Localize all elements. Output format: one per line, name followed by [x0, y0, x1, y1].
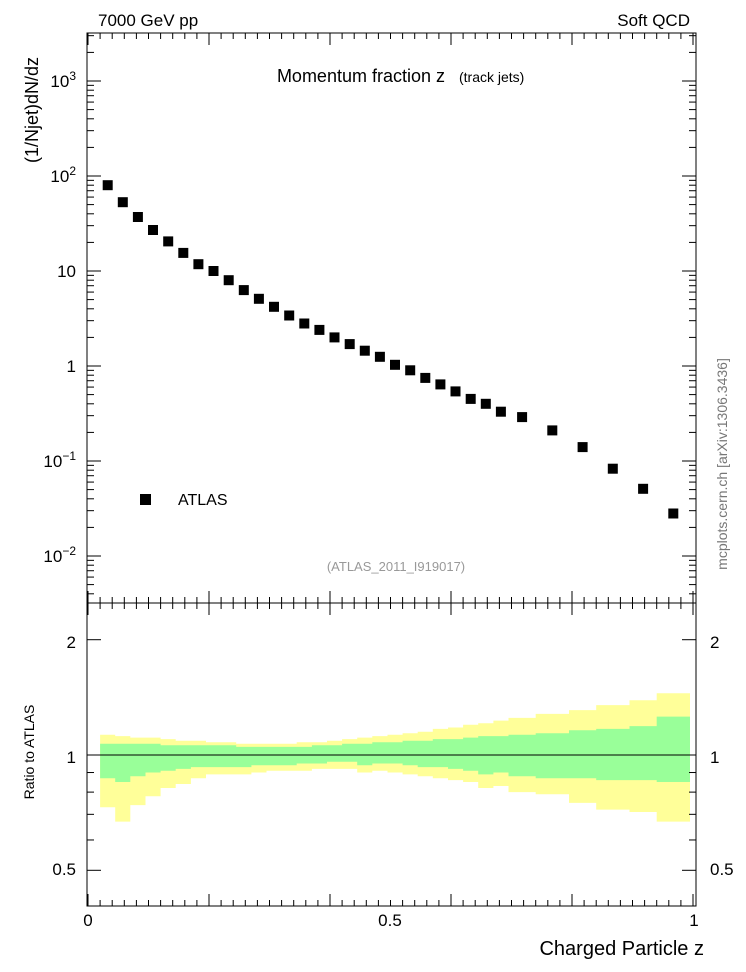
watermark: mcplots.cern.ch [arXiv:1306.3436]: [714, 358, 730, 570]
ratio-ytick-label-right-0.5: 0.5: [710, 860, 734, 879]
data-point: [517, 412, 528, 423]
ratio-y-label: Ratio to ATLAS: [21, 705, 37, 800]
data-point: [193, 259, 204, 270]
ratio-ytick-label-2: 2: [67, 633, 76, 652]
data-point: [374, 351, 385, 362]
data-point: [480, 398, 491, 409]
ratio-plot-frame: [86, 602, 697, 907]
ratio-bands: [100, 693, 691, 822]
legend-marker: [140, 494, 151, 505]
ratio-ytick-label-right-1: 1: [710, 748, 719, 767]
data-point: [359, 345, 370, 356]
ratio-inner-band: [100, 716, 691, 782]
main-plot-frame: [86, 32, 697, 604]
reference-label: (ATLAS_2011_I919017): [327, 559, 465, 574]
data-point: [577, 442, 588, 453]
ytick-label-1e-1: 10−1: [43, 449, 76, 471]
data-point: [465, 393, 476, 404]
ytick-label-1: 1: [67, 357, 76, 376]
header-right: Soft QCD: [617, 11, 690, 30]
data-point: [299, 318, 310, 329]
data-point: [405, 365, 416, 376]
data-markers: [102, 180, 679, 519]
ytick-label-1e-2: 10−2: [43, 544, 76, 566]
data-point: [495, 406, 506, 417]
data-point: [148, 225, 158, 235]
data-point: [420, 372, 431, 383]
data-point: [344, 339, 355, 350]
y-axis-label: (1/Njet)dN/dz: [22, 57, 42, 163]
data-point: [208, 266, 219, 276]
data-point: [435, 379, 446, 390]
xtick-label-0: 0: [83, 911, 92, 930]
plot-subtitle: (track jets): [459, 69, 524, 85]
ytick-label-1e3: 103: [50, 69, 76, 91]
data-point: [329, 332, 340, 343]
ytick-label-10: 10: [57, 262, 76, 281]
data-point: [102, 180, 113, 191]
data-point: [132, 212, 143, 222]
data-point: [547, 425, 558, 436]
axis-ticks: [87, 33, 696, 906]
data-point: [607, 463, 618, 474]
data-point: [163, 236, 174, 247]
ratio-ytick-label-right-2: 2: [710, 633, 719, 652]
data-point: [668, 508, 679, 519]
ratio-ytick-label-1: 1: [67, 748, 76, 767]
data-point: [284, 310, 295, 321]
data-point: [269, 301, 279, 312]
xtick-label-0.5: 0.5: [378, 911, 402, 930]
data-point: [253, 293, 264, 304]
data-point: [390, 359, 400, 370]
x-axis-label: Charged Particle z: [539, 938, 704, 960]
data-point: [314, 324, 325, 335]
ratio-ytick-label-0.5: 0.5: [52, 860, 76, 879]
data-point: [238, 285, 249, 296]
legend-label: ATLAS: [178, 492, 228, 509]
xtick-label-1: 1: [689, 911, 698, 930]
header-left: 7000 GeV pp: [98, 11, 198, 30]
plot-title: Momentum fraction z: [277, 66, 445, 86]
data-point: [178, 247, 189, 258]
data-point: [223, 275, 234, 286]
data-point: [117, 197, 128, 208]
data-point: [638, 483, 649, 494]
data-point: [450, 386, 461, 397]
ytick-label-1e2: 102: [50, 164, 76, 186]
